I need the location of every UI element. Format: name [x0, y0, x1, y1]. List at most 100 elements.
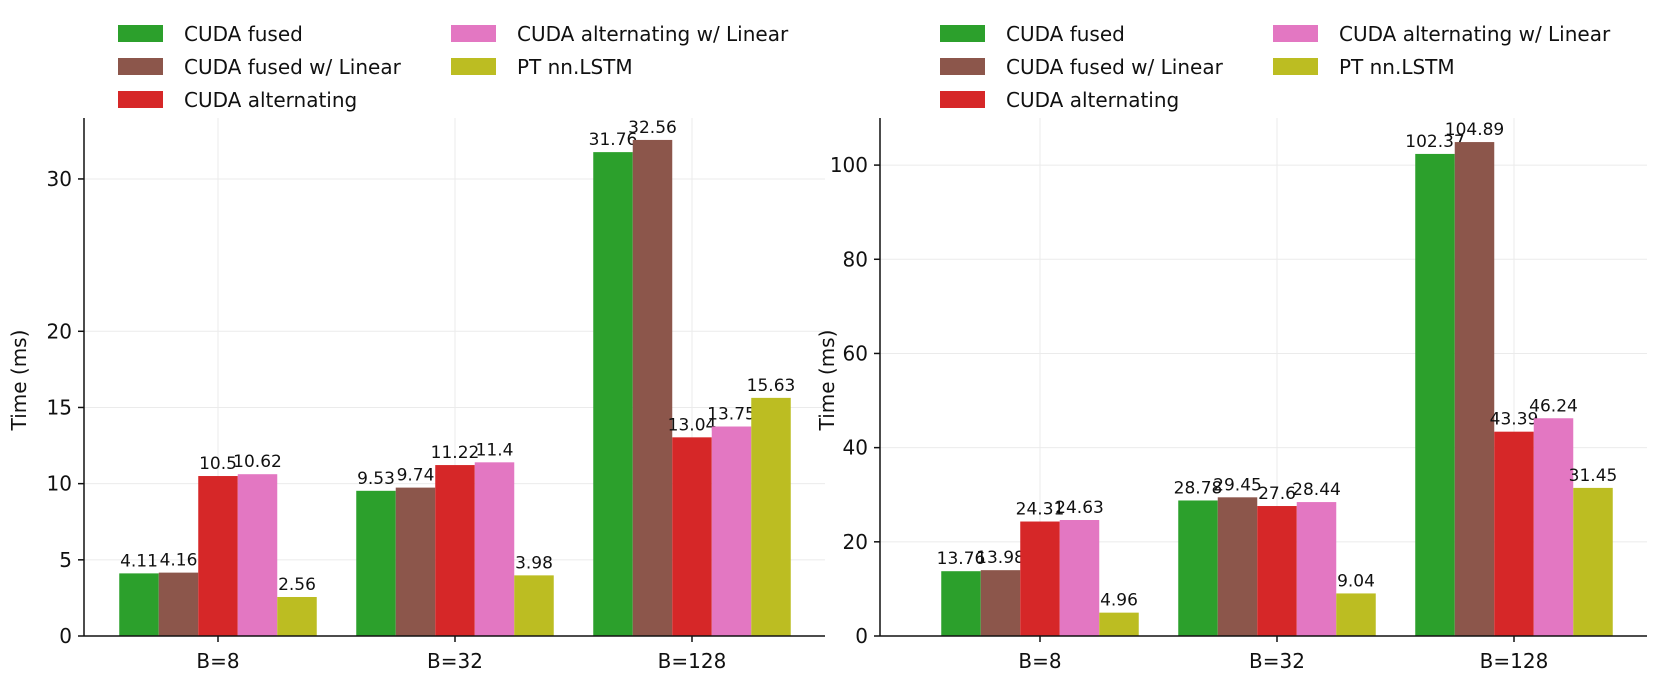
bar-pt-nn-lstm-b8 — [277, 596, 317, 636]
bar-cuda-alternating-b128 — [1494, 431, 1534, 636]
bar-value-label: 46.24 — [1529, 396, 1578, 416]
y-tick-label: 0 — [855, 624, 868, 648]
legend-label: PT nn.LSTM — [1339, 55, 1455, 79]
bar-cuda-alternating-w-linear-b8 — [237, 474, 278, 636]
bar-cuda-fused-b128 — [593, 152, 633, 636]
bar-cuda-alternating-b32 — [1257, 506, 1297, 636]
y-tick-label: 100 — [830, 153, 868, 177]
bar-cuda-fused-b32 — [1178, 500, 1218, 636]
bar-cuda-fused-b8 — [941, 571, 981, 636]
legend-swatch — [118, 25, 163, 42]
bar-pt-nn-lstm-b8 — [1099, 612, 1139, 636]
bar-cuda-fused-w-linear-b8 — [980, 570, 1021, 636]
legend-swatch — [940, 58, 985, 75]
bar-value-label: 15.63 — [747, 376, 796, 396]
legend-label: CUDA alternating w/ Linear — [517, 22, 789, 46]
bar-value-label: 43.39 — [1490, 410, 1539, 430]
legend-swatch — [451, 58, 496, 75]
bar-value-label: 31.45 — [1569, 466, 1618, 486]
bar-pt-nn-lstm-b128 — [1573, 487, 1613, 636]
y-tick-label: 20 — [47, 319, 72, 343]
bar-value-label: 27.6 — [1258, 484, 1296, 504]
x-tick-label: B=128 — [1480, 649, 1549, 673]
legend-swatch — [940, 25, 985, 42]
legend-label: CUDA fused — [184, 22, 303, 46]
y-tick-label: 60 — [843, 341, 868, 365]
y-axis-title: Time (ms) — [7, 330, 31, 432]
bar-cuda-alternating-w-linear-b32 — [1296, 502, 1337, 636]
bar-pt-nn-lstm-b32 — [1336, 593, 1376, 636]
legend-label: CUDA alternating — [184, 88, 357, 112]
bar-value-label: 13.98 — [976, 548, 1025, 568]
bar-value-label: 4.96 — [1100, 591, 1138, 611]
bar-value-label: 24.31 — [1016, 500, 1065, 520]
bar-cuda-alternating-b8 — [1020, 521, 1060, 636]
bar-value-label: 31.76 — [589, 130, 638, 150]
bar-pt-nn-lstm-b32 — [514, 575, 554, 636]
y-tick-label: 5 — [59, 548, 72, 572]
legend-swatch — [451, 25, 496, 42]
y-tick-label: 30 — [47, 167, 72, 191]
legend-swatch — [940, 91, 985, 108]
bar-value-label: 3.98 — [515, 553, 553, 573]
chart-panel-right: 13.76 28.78 102.37 13.98 29.45 104.89 24.31 27.… — [815, 22, 1647, 673]
bar-value-label: 13.04 — [668, 415, 717, 435]
x-tick-label: B=8 — [196, 649, 239, 673]
bar-cuda-fused-w-linear-b128 — [1454, 142, 1495, 636]
bar-cuda-fused-w-linear-b8 — [158, 572, 199, 636]
y-tick-label: 40 — [843, 436, 868, 460]
legend-label: CUDA fused w/ Linear — [184, 55, 402, 79]
bar-value-label: 28.78 — [1174, 478, 1223, 498]
bar-cuda-alternating-w-linear-b8 — [1059, 520, 1100, 636]
bar-value-label: 10.62 — [233, 452, 282, 472]
bar-cuda-alternating-w-linear-b32 — [474, 462, 515, 636]
bar-value-label: 28.44 — [1292, 480, 1341, 500]
bar-cuda-alternating-b32 — [435, 465, 475, 636]
legend-swatch — [1273, 58, 1318, 75]
bar-cuda-fused-b8 — [119, 573, 159, 636]
bar-cuda-fused-w-linear-b32 — [1217, 497, 1258, 636]
bar-value-label: 4.11 — [120, 551, 158, 571]
bar-value-label: 104.89 — [1445, 120, 1504, 140]
bar-value-label: 9.04 — [1337, 571, 1375, 591]
bar-pt-nn-lstm-b128 — [751, 397, 791, 636]
bar-value-label: 102.37 — [1405, 132, 1464, 152]
legend-label: CUDA alternating w/ Linear — [1339, 22, 1611, 46]
x-tick-label: B=32 — [1249, 649, 1305, 673]
x-tick-label: B=128 — [658, 649, 727, 673]
bar-value-label: 4.16 — [160, 551, 198, 571]
x-tick-label: B=32 — [427, 649, 483, 673]
y-tick-label: 80 — [843, 247, 868, 271]
legend-label: CUDA alternating — [1006, 88, 1179, 112]
bar-value-label: 11.4 — [476, 440, 514, 460]
bar-value-label: 11.22 — [431, 443, 480, 463]
bar-value-label: 10.5 — [199, 454, 237, 474]
bar-cuda-fused-b32 — [356, 490, 396, 636]
legend-swatch — [118, 58, 163, 75]
bar-cuda-alternating-w-linear-b128 — [1533, 418, 1574, 636]
bar-value-label: 9.74 — [397, 466, 435, 486]
legend-swatch — [118, 91, 163, 108]
bar-cuda-alternating-w-linear-b128 — [711, 426, 752, 636]
legend-label: PT nn.LSTM — [517, 55, 633, 79]
bar-value-label: 13.76 — [937, 549, 986, 569]
legend-label: CUDA fused w/ Linear — [1006, 55, 1224, 79]
bar-value-label: 13.75 — [707, 405, 756, 425]
chart-panel-left: 4.11 9.53 31.76 4.16 9.74 32.56 10.5 11.22 13.04… — [7, 22, 825, 673]
y-tick-label: 15 — [47, 395, 72, 419]
y-axis-title: Time (ms) — [815, 330, 839, 432]
legend-label: CUDA fused — [1006, 22, 1125, 46]
bar-value-label: 24.63 — [1055, 498, 1104, 518]
x-tick-label: B=8 — [1018, 649, 1061, 673]
bar-value-label: 29.45 — [1213, 475, 1262, 495]
legend: CUDA fused CUDA fused w/ Linear CUDA alter… — [940, 22, 1611, 112]
legend: CUDA fused CUDA fused w/ Linear CUDA alter… — [118, 22, 789, 112]
bar-value-label: 32.56 — [628, 118, 677, 138]
bar-value-label: 2.56 — [278, 575, 316, 595]
bar-cuda-fused-w-linear-b32 — [395, 487, 436, 636]
bar-cuda-alternating-b128 — [672, 437, 712, 636]
bar-cuda-fused-w-linear-b128 — [632, 139, 673, 636]
y-tick-label: 20 — [843, 530, 868, 554]
bar-value-label: 9.53 — [357, 469, 395, 489]
